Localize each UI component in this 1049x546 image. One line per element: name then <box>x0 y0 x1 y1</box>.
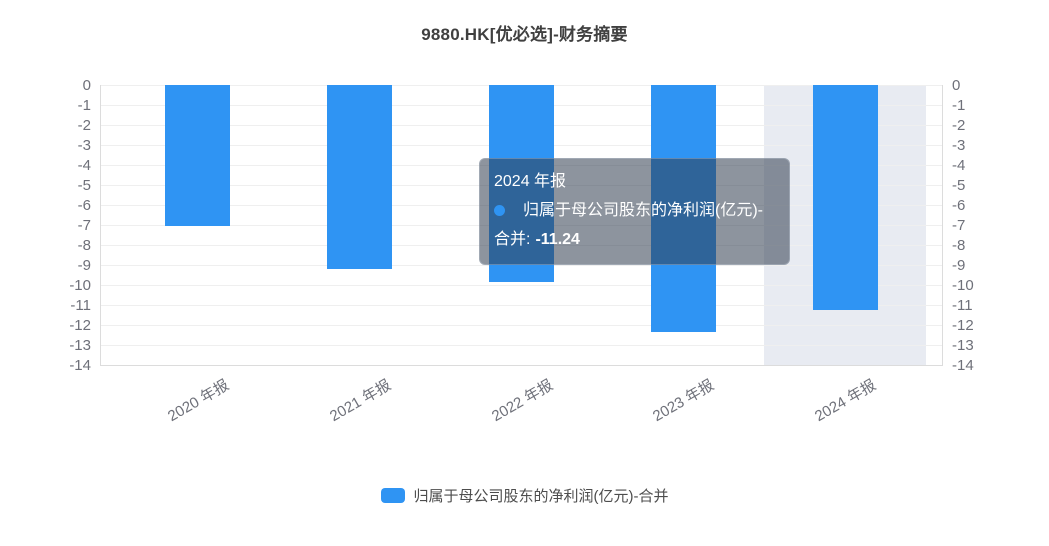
tooltip-category: 2024 年报 <box>494 173 567 190</box>
y-axis-left-tick--14: -14 <box>69 357 91 374</box>
legend-marker-icon <box>380 488 405 503</box>
x-axis-line <box>100 365 943 366</box>
chart-title: 9880.HK[优必选]-财务摘要 <box>421 25 628 44</box>
y-axis-right-tick--3: -3 <box>952 137 966 154</box>
gridline--11 <box>100 305 943 306</box>
y-axis-right-tick-0: 0 <box>952 77 961 94</box>
legend-item-net-profit[interactable]: 归属于母公司股东的净利润(亿元)-合并 <box>0 485 1049 506</box>
gridline--10 <box>100 285 943 286</box>
y-axis-right-tick--13: -13 <box>952 337 974 354</box>
y-axis-left-tick--8: -8 <box>77 237 91 254</box>
tooltip: 2024 年报 归属于母公司股东的净利润(亿元)-合并: -11.24 <box>479 158 790 265</box>
y-axis-left-tick--11: -11 <box>70 297 91 314</box>
y-axis-right-tick--9: -9 <box>952 257 966 274</box>
y-axis-right-tick--14: -14 <box>952 357 974 374</box>
y-axis-left-tick--2: -2 <box>77 117 91 134</box>
y-axis-left-tick--5: -5 <box>77 177 91 194</box>
series-marker-dot-icon <box>494 205 505 216</box>
y-axis-left-tick--7: -7 <box>77 217 91 234</box>
y-axis-right-tick--12: -12 <box>952 317 974 334</box>
y-axis-left-tick-0: 0 <box>82 77 91 94</box>
tooltip-series-row: 归属于母公司股东的净利润(亿元)-合并: -11.24 <box>494 202 763 248</box>
tooltip-value: -11.24 <box>535 231 580 248</box>
y-axis-right-tick--2: -2 <box>952 117 966 134</box>
x-axis-label-2023-年报: 2023 年报 <box>650 376 718 426</box>
y-axis-right-tick--10: -10 <box>952 277 974 294</box>
tooltip-series-label: 归属于母公司股东的净利润(亿元)-合并: <box>494 202 763 248</box>
y-axis-right-tick--4: -4 <box>952 157 966 174</box>
x-axis-label-2022-年报: 2022 年报 <box>488 376 556 426</box>
bar-2020-年报[interactable] <box>165 85 231 227</box>
x-axis-label-2024-年报: 2024 年报 <box>812 376 880 426</box>
x-axis-label-2020-年报: 2020 年报 <box>164 376 232 426</box>
gridline--12 <box>100 325 943 326</box>
y-axis-right-tick--8: -8 <box>952 237 966 254</box>
y-axis-left-tick--12: -12 <box>69 317 91 334</box>
x-axis-label-2021-年报: 2021 年报 <box>326 376 394 426</box>
y-axis-left-tick--9: -9 <box>77 257 91 274</box>
y-axis-right-tick--6: -6 <box>952 197 966 214</box>
y-axis-right-tick--1: -1 <box>952 97 966 114</box>
y-axis-line-right <box>942 85 943 365</box>
y-axis-left-tick--4: -4 <box>77 157 91 174</box>
y-axis-left-tick--10: -10 <box>69 277 91 294</box>
y-axis-line-left <box>100 85 101 365</box>
y-axis-left-tick--1: -1 <box>77 97 91 114</box>
y-axis-left-tick--3: -3 <box>77 137 91 154</box>
legend-label: 归属于母公司股东的净利润(亿元)-合并 <box>413 488 669 505</box>
bar-2024-年报[interactable] <box>812 85 878 310</box>
y-axis-left-tick--13: -13 <box>69 337 91 354</box>
bar-2021-年报[interactable] <box>327 85 393 269</box>
y-axis-right-tick--11: -11 <box>952 297 973 314</box>
y-axis-right-tick--5: -5 <box>952 177 966 194</box>
y-axis-right-tick--7: -7 <box>952 217 966 234</box>
y-axis-left-tick--6: -6 <box>77 197 91 214</box>
gridline--13 <box>100 345 943 346</box>
